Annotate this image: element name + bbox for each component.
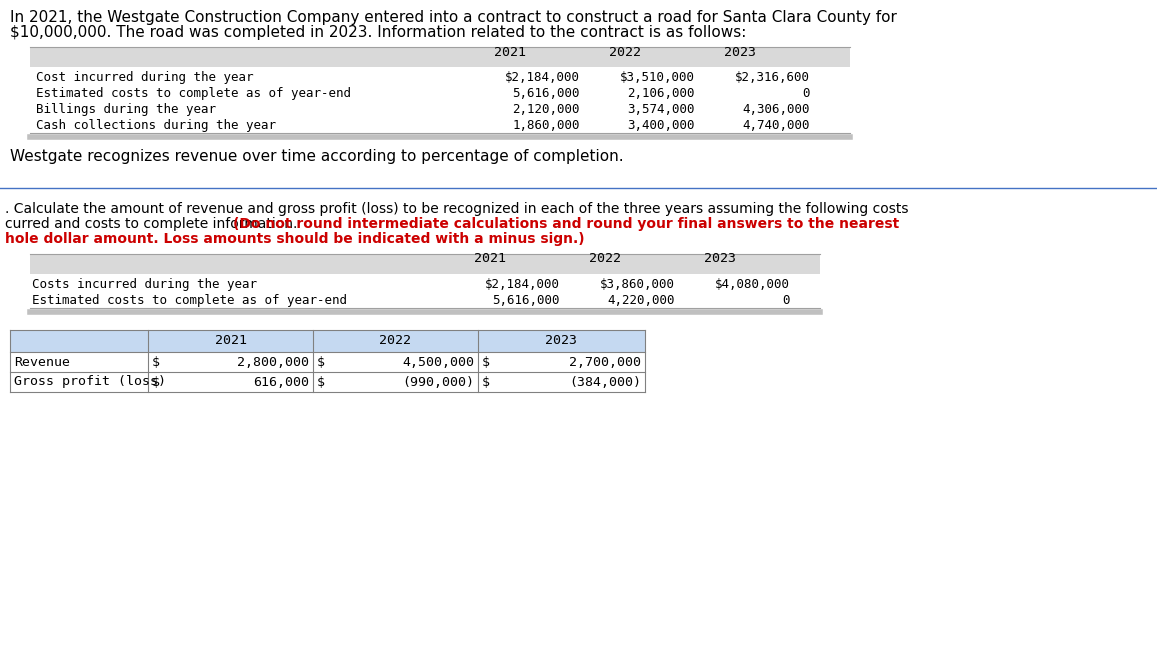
Text: $2,184,000: $2,184,000 xyxy=(485,278,560,291)
Text: 2,800,000: 2,800,000 xyxy=(237,355,309,369)
Text: 0: 0 xyxy=(803,87,810,100)
Text: (Do not round intermediate calculations and round your final answers to the near: (Do not round intermediate calculations … xyxy=(233,217,899,231)
Text: 2021: 2021 xyxy=(494,45,526,58)
Text: Westgate recognizes revenue over time according to percentage of completion.: Westgate recognizes revenue over time ac… xyxy=(10,149,624,164)
Text: 5,616,000: 5,616,000 xyxy=(493,294,560,307)
Text: 3,400,000: 3,400,000 xyxy=(627,119,695,132)
Text: $: $ xyxy=(152,355,160,369)
Text: 3,574,000: 3,574,000 xyxy=(627,103,695,116)
Text: 4,500,000: 4,500,000 xyxy=(401,355,474,369)
Text: Gross profit (loss): Gross profit (loss) xyxy=(14,375,165,388)
Text: hole dollar amount. Loss amounts should be indicated with a minus sign.): hole dollar amount. Loss amounts should … xyxy=(5,232,584,246)
Text: $: $ xyxy=(317,355,325,369)
Text: Costs incurred during the year: Costs incurred during the year xyxy=(32,278,257,291)
Text: $2,184,000: $2,184,000 xyxy=(504,71,580,84)
Text: Estimated costs to complete as of year-end: Estimated costs to complete as of year-e… xyxy=(32,294,347,307)
Text: Billings during the year: Billings during the year xyxy=(36,103,216,116)
Text: . Calculate the amount of revenue and gross profit (loss) to be recognized in ea: . Calculate the amount of revenue and gr… xyxy=(5,202,908,216)
Text: 4,740,000: 4,740,000 xyxy=(743,119,810,132)
Text: 2,106,000: 2,106,000 xyxy=(627,87,695,100)
Text: 1,860,000: 1,860,000 xyxy=(513,119,580,132)
Text: Revenue: Revenue xyxy=(14,355,71,369)
Text: 2022: 2022 xyxy=(589,252,621,265)
Text: $: $ xyxy=(317,375,325,388)
Text: 2023: 2023 xyxy=(545,334,577,347)
Text: 4,306,000: 4,306,000 xyxy=(743,103,810,116)
Bar xyxy=(30,47,850,67)
Text: 616,000: 616,000 xyxy=(253,375,309,388)
Text: 2021: 2021 xyxy=(214,334,246,347)
Text: curred and costs to complete information.: curred and costs to complete information… xyxy=(5,217,302,231)
Text: $: $ xyxy=(482,355,491,369)
Text: $3,860,000: $3,860,000 xyxy=(600,278,675,291)
Text: Cash collections during the year: Cash collections during the year xyxy=(36,119,277,132)
Text: $3,510,000: $3,510,000 xyxy=(620,71,695,84)
Text: $: $ xyxy=(152,375,160,388)
Bar xyxy=(10,330,644,352)
Text: (384,000): (384,000) xyxy=(569,375,641,388)
Text: 2022: 2022 xyxy=(379,334,412,347)
Text: Estimated costs to complete as of year-end: Estimated costs to complete as of year-e… xyxy=(36,87,351,100)
Text: 2023: 2023 xyxy=(703,252,736,265)
Text: 4,220,000: 4,220,000 xyxy=(607,294,675,307)
Text: $: $ xyxy=(482,375,491,388)
Text: 2,120,000: 2,120,000 xyxy=(513,103,580,116)
Text: $4,080,000: $4,080,000 xyxy=(715,278,790,291)
Text: 2,700,000: 2,700,000 xyxy=(569,355,641,369)
Text: In 2021, the Westgate Construction Company entered into a contract to construct : In 2021, the Westgate Construction Compa… xyxy=(10,10,897,25)
Text: Cost incurred during the year: Cost incurred during the year xyxy=(36,71,253,84)
Text: $10,000,000. The road was completed in 2023. Information related to the contract: $10,000,000. The road was completed in 2… xyxy=(10,25,746,40)
Text: 5,616,000: 5,616,000 xyxy=(513,87,580,100)
Text: 2022: 2022 xyxy=(609,45,641,58)
Text: $2,316,600: $2,316,600 xyxy=(735,71,810,84)
Text: 2021: 2021 xyxy=(474,252,506,265)
Text: 0: 0 xyxy=(782,294,790,307)
Text: (990,000): (990,000) xyxy=(401,375,474,388)
Text: 2023: 2023 xyxy=(724,45,756,58)
Bar xyxy=(30,254,820,274)
